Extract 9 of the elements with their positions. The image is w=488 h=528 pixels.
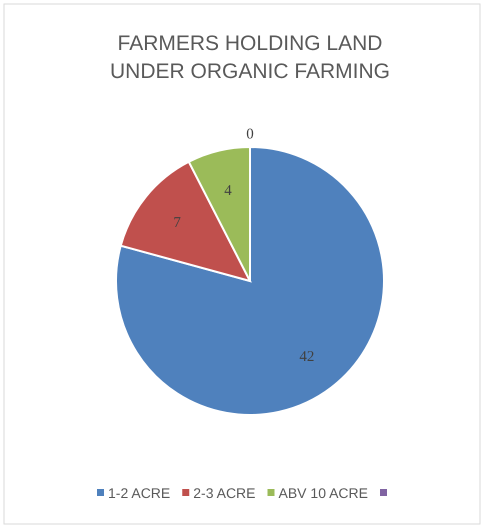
- data-label: 4: [224, 183, 232, 200]
- data-label: 42: [299, 348, 314, 365]
- text: 0: [246, 126, 254, 142]
- data-label: 7: [173, 215, 182, 232]
- legend-label: 2-3 ACRE: [193, 484, 256, 501]
- legend-label: 1-2 ACRE: [108, 484, 170, 501]
- chart-title: FARMERS HOLDING LAND UNDER ORGANIC FARMING: [110, 32, 390, 83]
- legend-label: ABV 10 ACRE: [278, 484, 368, 501]
- pie-slice: [115, 146, 385, 416]
